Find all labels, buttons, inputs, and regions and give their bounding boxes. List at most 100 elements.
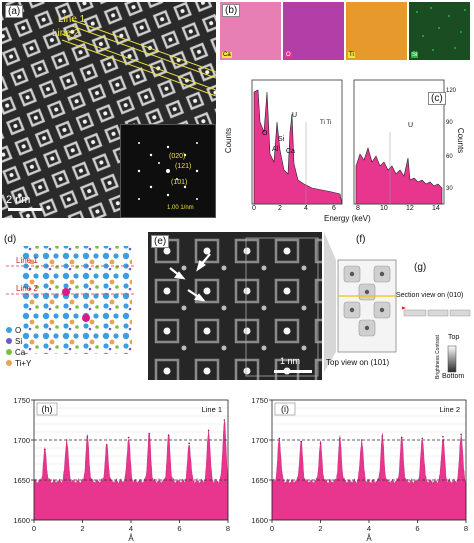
panel-b: Ca O Ti Si (b) xyxy=(220,2,472,60)
panel-a-label: (a) xyxy=(5,5,24,18)
map-si-label: Si xyxy=(411,52,419,58)
structure-model xyxy=(6,246,136,354)
d-line1-label: Line 1 xyxy=(16,256,38,265)
line1-label: Line 1 xyxy=(58,14,86,25)
map-si: Si xyxy=(409,2,470,60)
y-tick-label: 1750 xyxy=(251,396,268,405)
panel-c: (c) Counts Counts O Al Si Ca U Ti Ti U 0… xyxy=(222,62,472,224)
fft-scale-label: 1.00 1/nm xyxy=(167,205,194,211)
panel-e: (e) 1 nm xyxy=(148,232,322,380)
y-tick-label: 1600 xyxy=(251,516,268,525)
profile-area xyxy=(33,420,229,521)
legend-o: O xyxy=(6,326,46,337)
map-ca: Ca xyxy=(220,2,281,60)
legend-tiy: Ti+Y xyxy=(6,359,46,370)
profile-peak xyxy=(381,435,384,437)
legend-ca: Ca xyxy=(6,348,46,359)
spectrum-left xyxy=(253,89,343,205)
panel-g: (g) Section view on (010) Top Bottom Bri… xyxy=(396,258,472,382)
line1-marker xyxy=(71,19,216,73)
spectrum-xlabel: Energy (keV) xyxy=(324,214,371,223)
x-tick-label: 6 xyxy=(415,524,419,533)
x-tick-label: 0 xyxy=(270,524,274,533)
y-tick-label: 1700 xyxy=(13,436,30,445)
panel-h: 1600 1650 1700 1750 0 2 4 6 8 Å (h) Line 1 xyxy=(0,392,236,543)
profile-peak xyxy=(278,437,281,440)
y-tick-label: 1650 xyxy=(251,476,268,485)
spectrum-right xyxy=(355,146,443,205)
brightness-bar xyxy=(447,345,457,373)
annot-ti: Ti Ti xyxy=(320,120,332,126)
y-tick-label: 1700 xyxy=(251,436,268,445)
o-atom-icon xyxy=(6,327,12,333)
x-tick-label: 8 xyxy=(464,524,468,533)
annot-o: O xyxy=(262,130,268,137)
d-line2-label: Line 2 xyxy=(16,284,38,293)
tiy-atom-icon xyxy=(6,360,12,366)
profile-peak xyxy=(105,444,108,446)
panel-g-label: (g) xyxy=(414,262,427,273)
annot-si: Si xyxy=(278,136,285,143)
panel-f-label: (f) xyxy=(356,234,366,245)
svg-text:(i): (i) xyxy=(281,404,289,414)
legend-si: Si xyxy=(6,337,46,348)
profile-area xyxy=(271,433,467,521)
zoomed-haadf-image xyxy=(148,232,322,380)
map-ca-label: Ca xyxy=(222,52,232,58)
arrow-icon xyxy=(169,253,211,302)
profile-peak xyxy=(400,436,403,439)
profile-peak xyxy=(339,437,341,440)
g-bar-top: Top xyxy=(448,334,460,341)
fft-label-020: (020) xyxy=(169,153,186,160)
fft-label-101: (101) xyxy=(171,179,188,186)
profile-peak xyxy=(188,442,190,444)
legend-label: Line 1 xyxy=(202,405,222,414)
panel-label: (h) xyxy=(36,402,58,416)
annot-ca: Ca xyxy=(286,148,295,155)
profile-peak xyxy=(442,436,444,438)
x-axis-label: Å xyxy=(366,534,372,543)
annot-u2: U xyxy=(408,122,414,129)
f-caption: Top view on (101) xyxy=(326,358,390,367)
svg-text:(h): (h) xyxy=(42,404,53,414)
profile-peak xyxy=(460,433,462,436)
x-tick-label: 4 xyxy=(367,524,371,533)
profile-peak xyxy=(167,434,170,436)
x-tick-label: 8 xyxy=(226,524,230,533)
scale-bar-label: 2 nm xyxy=(6,194,31,206)
profile-peak xyxy=(127,436,130,439)
legend-label: Line 2 xyxy=(440,405,460,414)
line2-marker xyxy=(61,33,216,91)
fft-label-121: (121) xyxy=(175,163,192,170)
x-tick-label: 2 xyxy=(80,524,84,533)
panel-e-label: (e) xyxy=(151,235,170,248)
spectrum-x-ticks: 0 2 4 6 8 10 12 14 xyxy=(252,205,440,212)
panel-i: 1600 1650 1700 1750 0 2 4 6 8 Å (i) Line 2 xyxy=(238,392,474,543)
haadf-image xyxy=(2,2,216,218)
profile-peak xyxy=(421,437,424,440)
line1-profile-chart: 1600 1650 1700 1750 0 2 4 6 8 Å (h) Line 1 xyxy=(13,396,230,543)
section-view-model xyxy=(402,306,471,373)
annot-u: U xyxy=(292,112,298,119)
annot-al: Al xyxy=(272,146,279,153)
scale-bar xyxy=(8,208,42,211)
panel-d-label: (d) xyxy=(4,234,17,245)
x-tick-label: 0 xyxy=(32,524,36,533)
panel-c-label: (c) xyxy=(428,92,446,105)
eds-spectrum xyxy=(251,79,445,205)
map-o: O xyxy=(283,2,344,60)
profile-peak xyxy=(44,448,46,451)
y-tick-label: 1750 xyxy=(13,396,30,405)
panel-a: (a) Line 1 Line 2 2 nm (020) (121) (101)… xyxy=(2,2,216,218)
si-atom-icon xyxy=(6,338,12,344)
y-tick-label: 1650 xyxy=(13,476,30,485)
spectrum-ylabel-left: Counts xyxy=(224,127,234,154)
profile-peak xyxy=(319,442,322,444)
line2-profile-chart: 1600 1650 1700 1750 0 2 4 6 8 Å (i) Line 2 xyxy=(251,396,468,543)
x-tick-label: 4 xyxy=(129,524,133,533)
panel-label: (i) xyxy=(274,402,296,416)
map-o-label: O xyxy=(285,52,292,58)
profile-peak xyxy=(86,436,89,438)
ca-atom-icon xyxy=(6,349,12,355)
g-bar-bottom: Bottom xyxy=(442,373,465,380)
